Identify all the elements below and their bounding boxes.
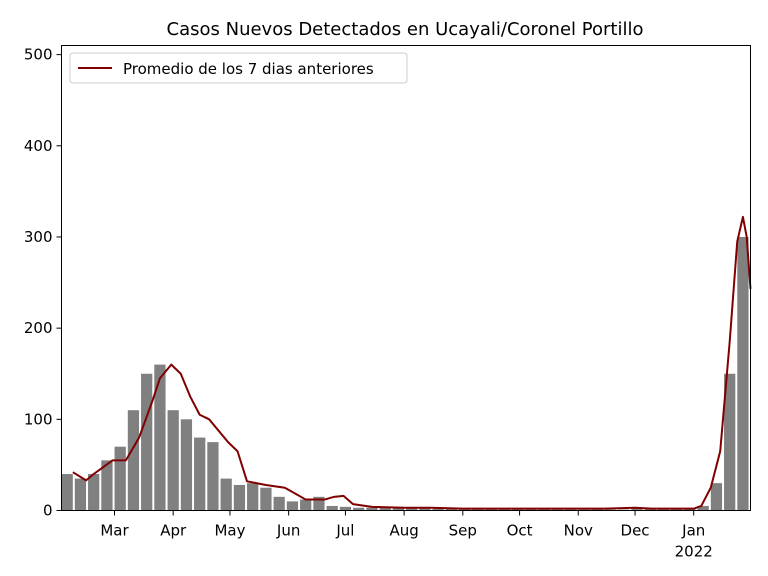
bar bbox=[88, 474, 100, 511]
bar bbox=[379, 507, 391, 511]
x-tick-label: Aug bbox=[389, 522, 418, 540]
chart-title: Casos Nuevos Detectados en Ucayali/Coron… bbox=[167, 19, 644, 40]
x-axis: Mar Apr May Jun Jul Aug Sep Oct Nov Dec Jan 2022 bbox=[100, 510, 713, 561]
x-tick-label: Dec bbox=[621, 522, 650, 540]
bar bbox=[74, 478, 87, 511]
x-tick-label: Oct bbox=[507, 522, 533, 540]
bar bbox=[300, 499, 312, 511]
plot-frame bbox=[61, 45, 751, 511]
x-year-label: 2022 bbox=[675, 543, 713, 561]
bar bbox=[419, 507, 431, 511]
bar bbox=[710, 483, 723, 511]
bar bbox=[247, 483, 259, 511]
bar bbox=[260, 487, 272, 511]
bar bbox=[167, 410, 179, 511]
bar bbox=[366, 507, 378, 511]
x-tick-label: May bbox=[214, 522, 245, 540]
bar bbox=[101, 460, 113, 511]
bar bbox=[194, 437, 206, 511]
line-series bbox=[72, 215, 752, 510]
series-line bbox=[72, 215, 752, 510]
bar bbox=[339, 506, 352, 511]
bar bbox=[127, 410, 140, 511]
bar bbox=[353, 507, 365, 511]
x-tick-label: Mar bbox=[100, 522, 129, 540]
y-tick-label: 500 bbox=[24, 46, 53, 64]
bar bbox=[114, 446, 126, 511]
bar bbox=[141, 373, 153, 511]
bar bbox=[644, 508, 656, 511]
bar bbox=[286, 501, 299, 511]
bar bbox=[313, 496, 325, 511]
y-axis: 0 100 200 300 400 500 bbox=[24, 46, 62, 520]
legend: Promedio de los 7 dias anteriores bbox=[69, 52, 408, 84]
y-tick-label: 400 bbox=[24, 137, 53, 155]
bar bbox=[207, 442, 219, 511]
y-tick-label: 300 bbox=[24, 228, 53, 246]
bar bbox=[233, 484, 246, 511]
x-tick-label: Jul bbox=[335, 522, 354, 540]
bar bbox=[326, 505, 338, 511]
bar bbox=[180, 419, 193, 511]
x-tick-label: Nov bbox=[564, 522, 593, 540]
bar bbox=[273, 496, 285, 511]
legend-box bbox=[69, 52, 408, 84]
x-tick-label: Sep bbox=[449, 522, 477, 540]
bar bbox=[220, 478, 232, 511]
bar bbox=[737, 236, 749, 511]
bar bbox=[154, 364, 166, 511]
x-tick-label: Apr bbox=[160, 522, 187, 540]
x-tick-label: Jun bbox=[276, 522, 300, 540]
y-tick-label: 0 bbox=[43, 502, 53, 520]
bar bbox=[61, 474, 73, 511]
bar bbox=[631, 507, 643, 511]
legend-label: Promedio de los 7 dias anteriores bbox=[123, 60, 374, 78]
y-tick-label: 100 bbox=[24, 410, 53, 428]
y-tick-label: 200 bbox=[24, 319, 53, 337]
x-tick-label: Jan bbox=[681, 522, 705, 540]
bar bbox=[432, 508, 444, 511]
bar bbox=[406, 507, 418, 511]
bar bbox=[697, 505, 709, 511]
bar bbox=[724, 373, 736, 511]
bar bbox=[392, 506, 405, 511]
